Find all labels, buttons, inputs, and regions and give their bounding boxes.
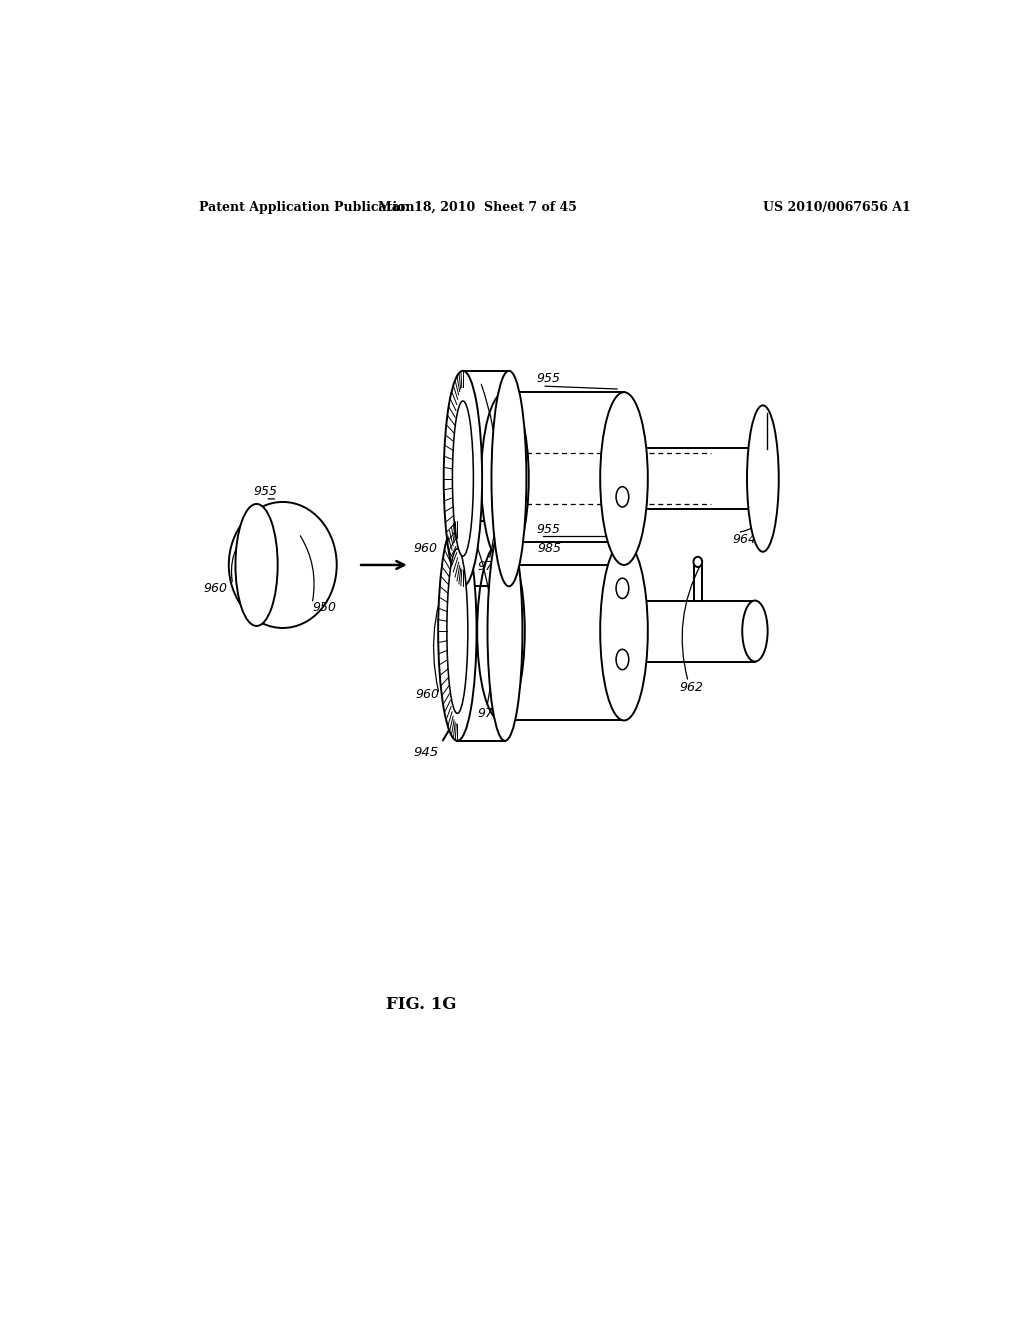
Ellipse shape — [616, 578, 629, 598]
Ellipse shape — [241, 519, 272, 611]
Ellipse shape — [477, 541, 524, 721]
Ellipse shape — [693, 557, 702, 568]
Text: 960: 960 — [416, 688, 440, 701]
Text: 955: 955 — [537, 372, 560, 385]
Ellipse shape — [481, 392, 528, 565]
Text: 945: 945 — [413, 747, 438, 759]
Ellipse shape — [600, 392, 648, 565]
Ellipse shape — [446, 549, 468, 713]
Ellipse shape — [600, 541, 648, 721]
Ellipse shape — [228, 502, 337, 628]
Text: Mar. 18, 2010  Sheet 7 of 45: Mar. 18, 2010 Sheet 7 of 45 — [378, 201, 577, 214]
Text: 970: 970 — [477, 706, 501, 719]
Ellipse shape — [443, 371, 482, 586]
Text: FIG. 1G: FIG. 1G — [386, 995, 457, 1012]
Text: 970: 970 — [477, 561, 501, 573]
Text: 960: 960 — [414, 543, 437, 556]
Text: US 2010/0067656 A1: US 2010/0067656 A1 — [763, 201, 910, 214]
Text: Patent Application Publication: Patent Application Publication — [200, 201, 415, 214]
Ellipse shape — [453, 401, 473, 556]
Ellipse shape — [748, 405, 779, 552]
Text: 955: 955 — [253, 486, 278, 498]
Text: 985: 985 — [538, 543, 561, 556]
Ellipse shape — [236, 504, 278, 626]
Ellipse shape — [742, 601, 768, 661]
Text: 955: 955 — [537, 523, 560, 536]
Ellipse shape — [246, 535, 267, 595]
Ellipse shape — [487, 521, 522, 741]
Text: 960: 960 — [204, 582, 227, 595]
Text: 964: 964 — [733, 533, 757, 546]
Text: 950: 950 — [312, 601, 336, 614]
Ellipse shape — [616, 487, 629, 507]
Text: 962: 962 — [680, 681, 703, 694]
Ellipse shape — [616, 649, 629, 669]
Ellipse shape — [492, 371, 526, 586]
Ellipse shape — [438, 521, 476, 741]
